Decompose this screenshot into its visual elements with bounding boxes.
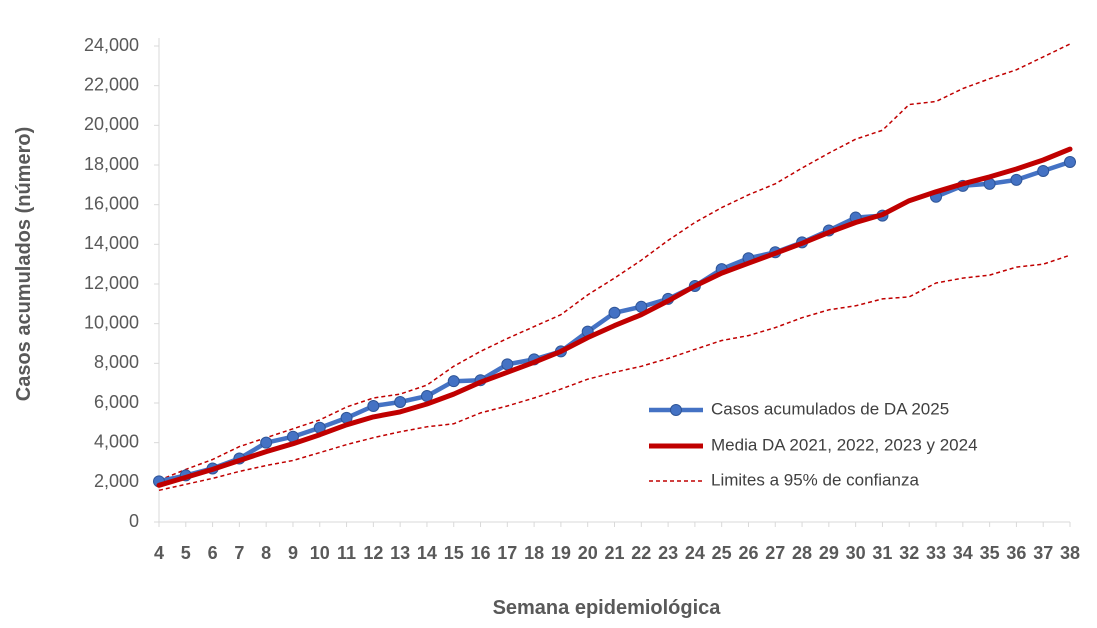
- cases-2025-point: [608, 306, 621, 319]
- x-tick-label: 10: [310, 543, 330, 563]
- lower-confidence-limit-line: [158, 254, 1071, 492]
- x-tick-label: 25: [712, 543, 732, 563]
- y-tick-label: 8,000: [94, 352, 139, 372]
- x-tick-label: 30: [846, 543, 866, 563]
- legend: Casos acumulados de DA 2025 Media DA 2021…: [649, 399, 978, 489]
- y-tick-label: 10,000: [84, 312, 139, 332]
- x-tick-label: 32: [899, 543, 919, 563]
- x-tick-label: 22: [631, 543, 651, 563]
- x-tick-label: 6: [208, 543, 218, 563]
- upper-confidence-limit-line: [158, 43, 1071, 482]
- y-tick-label: 24,000: [84, 35, 139, 55]
- cases-2025-point: [394, 396, 407, 409]
- x-tick-label: 35: [980, 543, 1000, 563]
- x-tick-label: 13: [390, 543, 410, 563]
- x-tick-label: 31: [872, 543, 892, 563]
- x-tick-label: 23: [658, 543, 678, 563]
- x-tick-label: 16: [471, 543, 491, 563]
- x-axis-title: Semana epidemiológica: [493, 597, 722, 619]
- x-tick-label: 29: [819, 543, 839, 563]
- x-tick-label: 7: [234, 543, 244, 563]
- legend-marker-cases-2025: [670, 404, 682, 416]
- x-tick-label: 38: [1060, 543, 1080, 563]
- cases-2025-point: [447, 375, 460, 388]
- x-tick-label: 12: [363, 543, 383, 563]
- x-tick-label: 27: [765, 543, 785, 563]
- cases-2025-point: [260, 436, 273, 449]
- x-tick-label: 28: [792, 543, 812, 563]
- x-tick-label: 19: [551, 543, 571, 563]
- x-tick-label: 14: [417, 543, 437, 563]
- x-tick-label: 5: [181, 543, 191, 563]
- y-axis-title: Casos acumulados (número): [13, 127, 35, 402]
- cases-2025-point: [1037, 164, 1050, 177]
- x-tick-label: 4: [154, 543, 164, 563]
- x-tick-labels: 4 5 6 7 8 9 10 11 12 13 14 15 16 17 18 19 20 21 22 23 24 25 26…: [154, 543, 1080, 563]
- x-tick-label: 33: [926, 543, 946, 563]
- y-tick-label: 0: [129, 511, 139, 531]
- x-tick-label: 11: [337, 543, 356, 563]
- y-tick-labels: 0 2,000 4,000 6,000 8,000 10,000 12,000 14,000 1…: [84, 35, 139, 531]
- y-tick-label: 16,000: [84, 193, 139, 213]
- x-tick-label: 24: [685, 543, 705, 563]
- cases-2025-line: [156, 213, 885, 484]
- x-tick-label: 26: [738, 543, 758, 563]
- cases-2025-line: [933, 159, 1073, 199]
- x-tick-label: 17: [497, 543, 517, 563]
- y-tick-label: 2,000: [94, 471, 139, 491]
- legend-label: Casos acumulados de DA 2025: [711, 399, 949, 418]
- y-tick-label: 14,000: [84, 233, 139, 253]
- y-tick-label: 22,000: [84, 74, 139, 94]
- x-tick-label: 18: [524, 543, 544, 563]
- x-tick-label: 20: [578, 543, 598, 563]
- x-tick-label: 36: [1006, 543, 1026, 563]
- x-tick-label: 21: [604, 543, 624, 563]
- axes: [154, 38, 1071, 527]
- x-tick-label: 8: [261, 543, 271, 563]
- cases-2025-point: [1064, 156, 1076, 169]
- cases-2025-point: [501, 358, 514, 371]
- y-tick-label: 20,000: [84, 114, 139, 134]
- legend-label: Media DA 2021, 2022, 2023 y 2024: [711, 435, 978, 454]
- cases-2025-point: [1010, 173, 1023, 186]
- legend-label: Limites a 95% de confianza: [711, 470, 919, 489]
- x-tick-label: 34: [953, 543, 973, 563]
- y-tick-label: 18,000: [84, 154, 139, 174]
- y-tick-label: 6,000: [94, 392, 139, 412]
- x-tick-label: 15: [444, 543, 464, 563]
- x-tick-label: 9: [288, 543, 298, 563]
- y-tick-label: 4,000: [94, 431, 139, 451]
- x-tick-label: 37: [1033, 543, 1053, 563]
- y-tick-label: 12,000: [84, 273, 139, 293]
- cases-2025-point: [367, 399, 380, 412]
- mean-2021-2024-line: [156, 146, 1073, 488]
- series-group: [153, 43, 1076, 492]
